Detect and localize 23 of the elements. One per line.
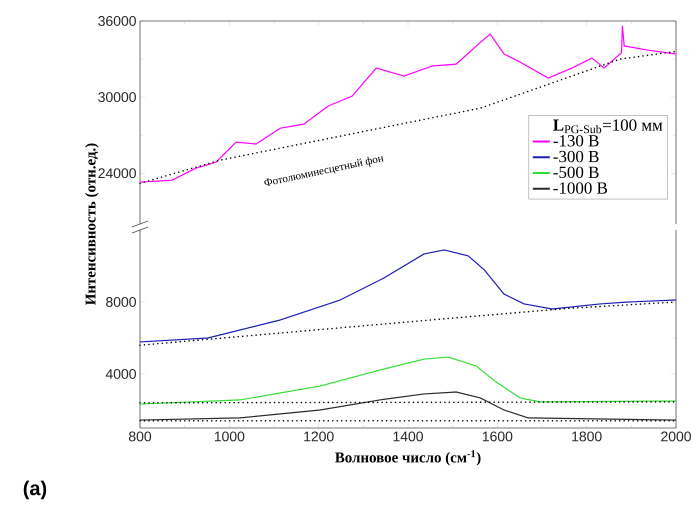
line-series xyxy=(139,391,677,421)
y-axis-title: Интенсивность (отн.ед.) xyxy=(85,143,99,306)
x-axis-title: Волновое число (см$^{-1}$) xyxy=(335,450,481,466)
x-tick-label: 1400 xyxy=(394,431,423,442)
y-tick-label: 8000 xyxy=(106,297,136,307)
legend-label: -130 В xyxy=(553,135,599,147)
x-tick-label: 1800 xyxy=(572,431,602,442)
y-tick-label: 24000 xyxy=(98,168,136,178)
legend-title: L$_{PG-Sub}$=100 мм xyxy=(553,119,662,134)
line-series xyxy=(139,356,677,405)
legend-label: -1000 В xyxy=(553,182,608,194)
y-tick-label: 30000 xyxy=(98,92,136,102)
y-tick-label: 4000 xyxy=(106,369,136,379)
y-tick-label: 36000 xyxy=(98,16,136,26)
legend-label: -300 В xyxy=(553,150,599,162)
legend-label: -500 В xyxy=(553,166,599,178)
x-tick-label: 1200 xyxy=(304,431,334,442)
x-tick-label: 800 xyxy=(128,431,152,442)
x-tick-label: 2000 xyxy=(661,431,691,442)
x-tick-label: 1000 xyxy=(214,431,244,442)
line-series xyxy=(139,249,677,343)
x-tick-label: 1600 xyxy=(482,431,512,442)
text: (a) xyxy=(24,480,46,500)
